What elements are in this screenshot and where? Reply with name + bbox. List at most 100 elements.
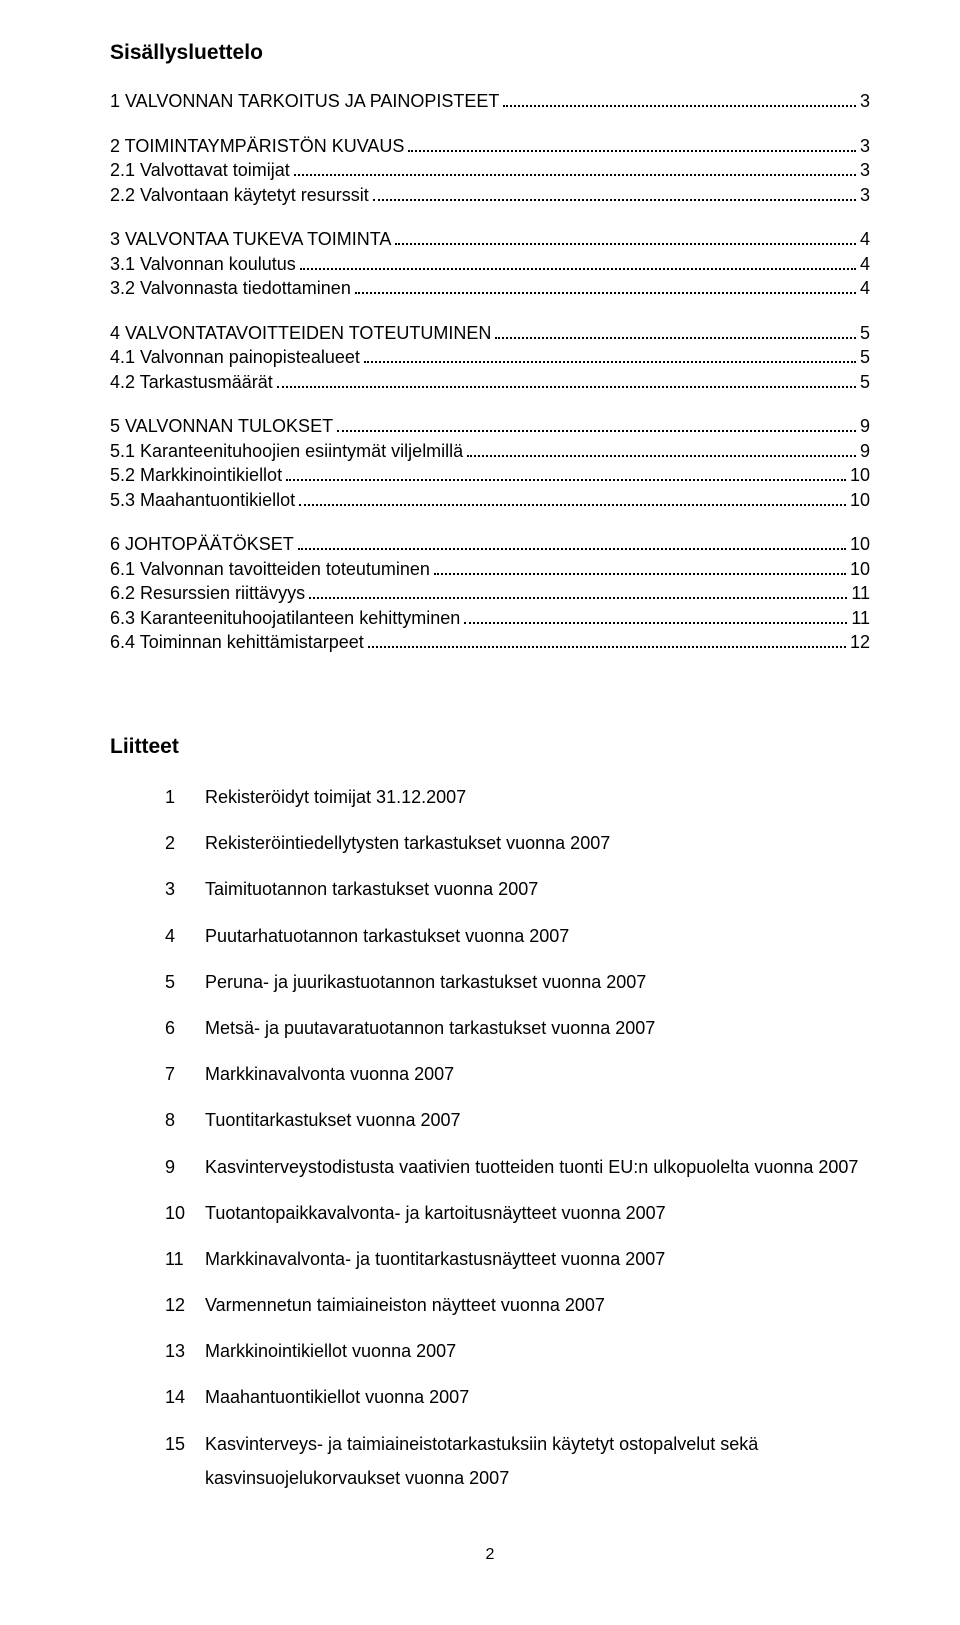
toc-entry-label: 3.1 Valvonnan koulutus — [110, 253, 296, 276]
toc-entry-page: 5 — [860, 346, 870, 369]
page-number: 2 — [110, 1545, 870, 1565]
toc-entry: 6.2 Resurssien riittävyys 11 — [110, 582, 870, 605]
attachment-number: 13 — [110, 1334, 205, 1368]
toc-entry: 5.3 Maahantuontikiellot 10 — [110, 489, 870, 512]
attachment-text: Markkinointikiellot vuonna 2007 — [205, 1334, 870, 1368]
attachment-number: 2 — [110, 826, 205, 860]
toc-dot-leader — [434, 573, 846, 575]
attachment-text: Varmennetun taimiaineiston näytteet vuon… — [205, 1288, 870, 1322]
toc-dot-leader — [395, 243, 856, 245]
toc-entry-label: 3.2 Valvonnasta tiedottaminen — [110, 277, 351, 300]
toc-entry: 2 TOIMINTAYMPÄRISTÖN KUVAUS3 — [110, 135, 870, 158]
toc-entry-label: 1 VALVONNAN TARKOITUS JA PAINOPISTEET — [110, 90, 499, 113]
toc-entry: 6 JOHTOPÄÄTÖKSET10 — [110, 533, 870, 556]
toc-dot-leader — [495, 337, 856, 339]
attachment-row: 6Metsä- ja puutavaratuotannon tarkastuks… — [110, 1011, 870, 1045]
toc-entry-page: 9 — [860, 415, 870, 438]
toc-entry-page: 10 — [850, 558, 870, 581]
toc-entry-label: 6.2 Resurssien riittävyys — [110, 582, 305, 605]
toc-entry-label: 6.1 Valvonnan tavoitteiden toteutuminen — [110, 558, 430, 581]
toc-entry-page: 12 — [850, 631, 870, 654]
toc-entry: 4.1 Valvonnan painopistealueet 5 — [110, 346, 870, 369]
attachment-text: Peruna- ja juurikastuotannon tarkastukse… — [205, 965, 870, 999]
toc-dot-leader — [298, 548, 846, 550]
toc-dot-leader — [300, 268, 856, 270]
toc-dot-leader — [337, 430, 856, 432]
attachment-number: 15 — [110, 1427, 205, 1495]
toc-dot-leader — [368, 646, 846, 648]
toc-entry-label: 2 TOIMINTAYMPÄRISTÖN KUVAUS — [110, 135, 404, 158]
toc-entry-label: 6.3 Karanteenituhoojatilanteen kehittymi… — [110, 607, 460, 630]
toc-entry-label: 5.2 Markkinointikiellot — [110, 464, 282, 487]
attachment-text: Tuontitarkastukset vuonna 2007 — [205, 1103, 870, 1137]
attachment-row: 1Rekisteröidyt toimijat 31.12.2007 — [110, 780, 870, 814]
attachment-number: 3 — [110, 872, 205, 906]
toc-dot-leader — [299, 504, 846, 506]
toc-entry: 6.4 Toiminnan kehittämistarpeet 12 — [110, 631, 870, 654]
toc-dot-leader — [355, 292, 856, 294]
toc-entry: 3.2 Valvonnasta tiedottaminen 4 — [110, 277, 870, 300]
toc-entry-page: 4 — [860, 253, 870, 276]
toc-entry: 2.2 Valvontaan käytetyt resurssit3 — [110, 184, 870, 207]
toc-dot-leader — [286, 479, 846, 481]
toc-entry: 2.1 Valvottavat toimijat 3 — [110, 159, 870, 182]
toc-dot-leader — [503, 105, 856, 107]
toc-entry-page: 9 — [860, 440, 870, 463]
toc-entry-page: 5 — [860, 371, 870, 394]
attachment-number: 5 — [110, 965, 205, 999]
attachment-text: Kasvinterveystodistusta vaativien tuotte… — [205, 1150, 870, 1184]
toc-entry: 4 VALVONTATAVOITTEIDEN TOTEUTUMINEN 5 — [110, 322, 870, 345]
toc-entry-page: 4 — [860, 277, 870, 300]
attachment-text: Metsä- ja puutavaratuotannon tarkastukse… — [205, 1011, 870, 1045]
toc-entry: 3.1 Valvonnan koulutus 4 — [110, 253, 870, 276]
toc-list: 1 VALVONNAN TARKOITUS JA PAINOPISTEET32 … — [110, 90, 870, 654]
attachment-row: 10Tuotantopaikkavalvonta- ja kartoitusnä… — [110, 1196, 870, 1230]
toc-title: Sisällysluettelo — [110, 40, 870, 66]
toc-entry-page: 10 — [850, 533, 870, 556]
attachments-list: 1Rekisteröidyt toimijat 31.12.20072Rekis… — [110, 780, 870, 1495]
toc-entry-page: 10 — [850, 489, 870, 512]
attachment-number: 4 — [110, 919, 205, 953]
attachments-title: Liitteet — [110, 734, 870, 760]
attachment-row: 4Puutarhatuotannon tarkastukset vuonna 2… — [110, 919, 870, 953]
toc-dot-leader — [408, 150, 856, 152]
attachment-row: 7Markkinavalvonta vuonna 2007 — [110, 1057, 870, 1091]
toc-entry: 5.1 Karanteenituhoojien esiintymät vilje… — [110, 440, 870, 463]
toc-entry-page: 5 — [860, 322, 870, 345]
toc-entry-page: 4 — [860, 228, 870, 251]
toc-entry-page: 11 — [851, 582, 870, 605]
attachment-text: Markkinavalvonta- ja tuontitarkastusnäyt… — [205, 1242, 870, 1276]
attachment-number: 8 — [110, 1103, 205, 1137]
toc-entry-label: 3 VALVONTAA TUKEVA TOIMINTA — [110, 228, 391, 251]
attachment-row: 5Peruna- ja juurikastuotannon tarkastuks… — [110, 965, 870, 999]
toc-entry: 4.2 Tarkastusmäärät5 — [110, 371, 870, 394]
toc-entry-label: 6.4 Toiminnan kehittämistarpeet — [110, 631, 364, 654]
toc-entry-page: 10 — [850, 464, 870, 487]
toc-entry-label: 5.3 Maahantuontikiellot — [110, 489, 295, 512]
attachment-text: Maahantuontikiellot vuonna 2007 — [205, 1380, 870, 1414]
toc-dot-leader — [309, 597, 847, 599]
toc-dot-leader — [277, 386, 856, 388]
toc-entry-label: 2.2 Valvontaan käytetyt resurssit — [110, 184, 369, 207]
toc-entry-label: 4 VALVONTATAVOITTEIDEN TOTEUTUMINEN — [110, 322, 491, 345]
toc-entry-label: 4.1 Valvonnan painopistealueet — [110, 346, 360, 369]
attachment-number: 10 — [110, 1196, 205, 1230]
toc-entry-label: 5 VALVONNAN TULOKSET — [110, 415, 333, 438]
attachment-number: 14 — [110, 1380, 205, 1414]
toc-dot-leader — [294, 174, 856, 176]
attachment-number: 7 — [110, 1057, 205, 1091]
toc-entry: 1 VALVONNAN TARKOITUS JA PAINOPISTEET3 — [110, 90, 870, 113]
toc-entry: 6.3 Karanteenituhoojatilanteen kehittymi… — [110, 607, 870, 630]
toc-entry: 6.1 Valvonnan tavoitteiden toteutuminen 1… — [110, 558, 870, 581]
toc-dot-leader — [464, 622, 847, 624]
attachment-row: 11Markkinavalvonta- ja tuontitarkastusnä… — [110, 1242, 870, 1276]
toc-entry: 5.2 Markkinointikiellot 10 — [110, 464, 870, 487]
attachment-row: 8Tuontitarkastukset vuonna 2007 — [110, 1103, 870, 1137]
toc-entry-label: 2.1 Valvottavat toimijat — [110, 159, 290, 182]
attachment-row: 14Maahantuontikiellot vuonna 2007 — [110, 1380, 870, 1414]
attachment-text: Puutarhatuotannon tarkastukset vuonna 20… — [205, 919, 870, 953]
toc-entry-page: 3 — [860, 159, 870, 182]
toc-entry: 5 VALVONNAN TULOKSET 9 — [110, 415, 870, 438]
attachment-text: Taimituotannon tarkastukset vuonna 2007 — [205, 872, 870, 906]
attachment-row: 9Kasvinterveystodistusta vaativien tuott… — [110, 1150, 870, 1184]
